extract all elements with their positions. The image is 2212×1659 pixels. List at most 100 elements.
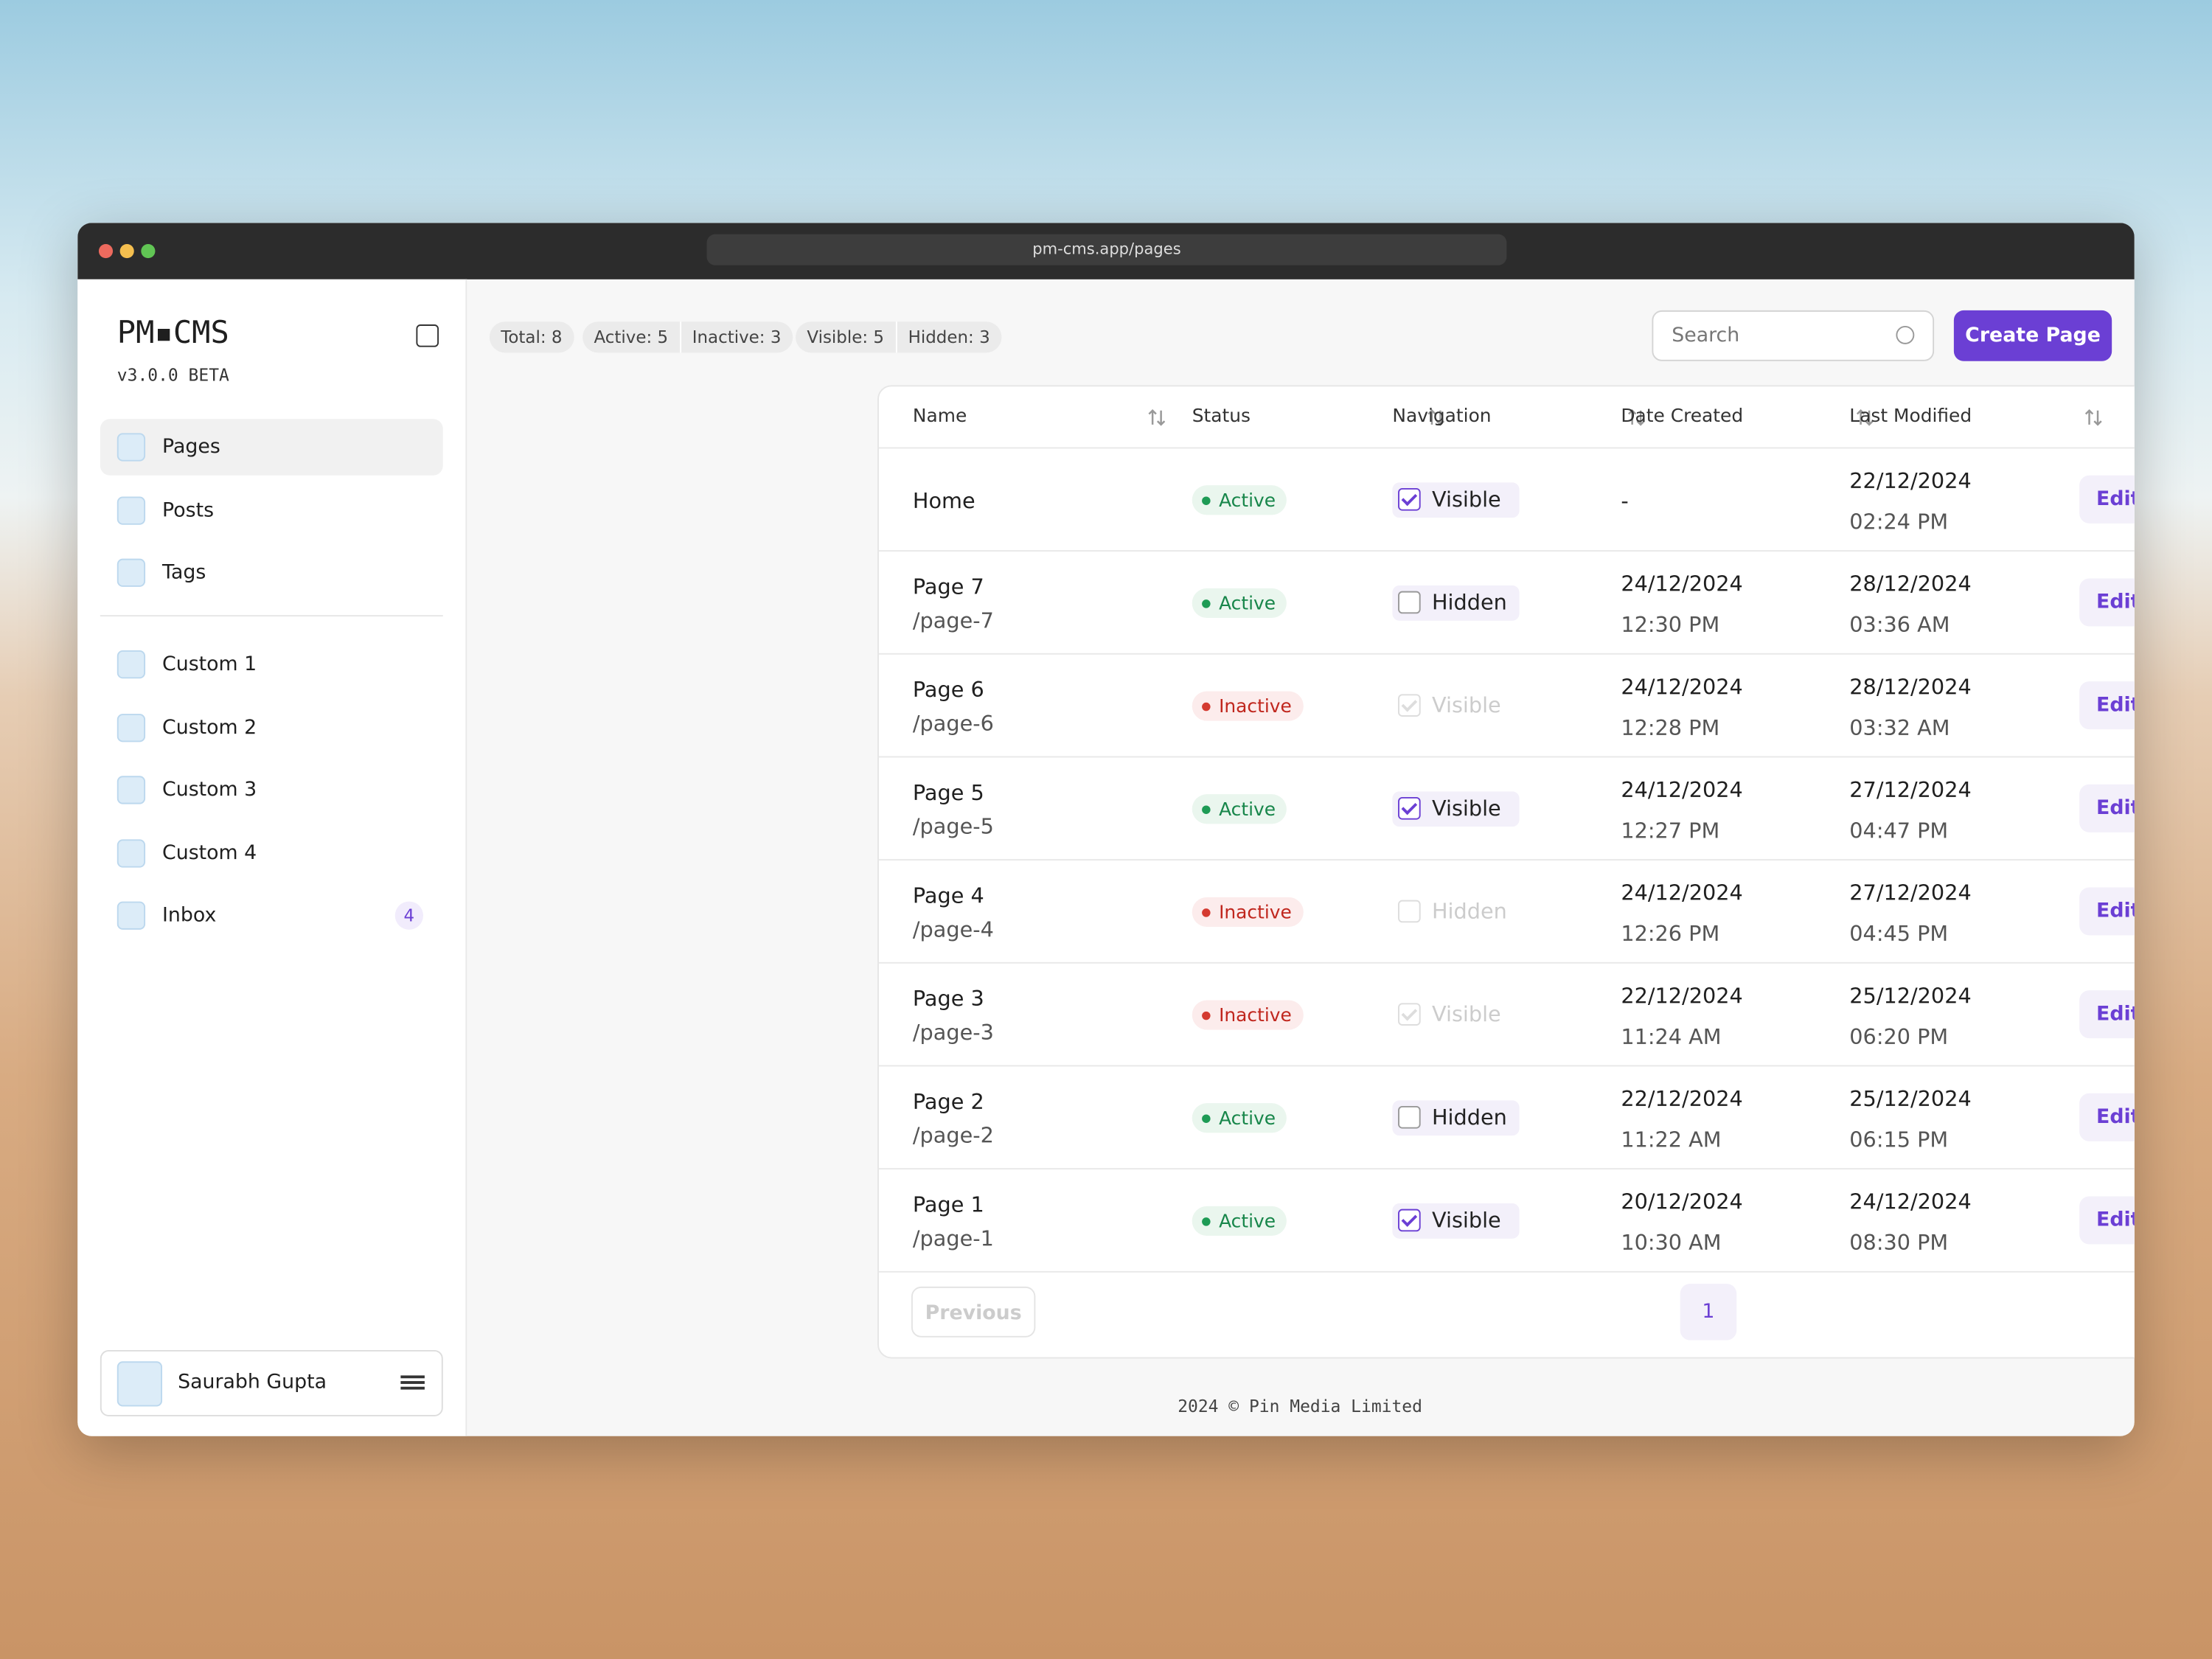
address-bar[interactable]	[706, 234, 1507, 265]
divider	[100, 615, 443, 617]
navigation-label: Hidden	[1431, 1105, 1507, 1130]
status-dot	[1202, 702, 1211, 712]
nav-icon	[116, 713, 146, 742]
created-date: 24/12/2024	[1621, 571, 1743, 597]
page-number[interactable]: 1	[1680, 1284, 1737, 1340]
menu-icon[interactable]	[400, 1375, 425, 1390]
nav-item[interactable]: Inbox 4	[100, 887, 443, 944]
status-dot	[1202, 496, 1211, 505]
modified-time: 02:24 PM	[1849, 509, 1949, 535]
create-page-button[interactable]: Create Page	[1953, 310, 2112, 361]
minimize-dot[interactable]	[119, 243, 134, 259]
modified-time: 03:36 AM	[1849, 612, 1950, 638]
modified-date: 28/12/2024	[1849, 571, 1972, 597]
modified-time: 06:20 PM	[1849, 1024, 1949, 1050]
navigation-toggle: Visible	[1392, 998, 1519, 1033]
navigation-label: Visible	[1431, 692, 1501, 718]
status-label: Active	[1219, 594, 1276, 616]
browser-window: pm-cms.app/pages PM▪CMS v3.0.0 BETA Saur…	[77, 223, 2135, 1436]
previous-button[interactable]: Previous	[911, 1286, 1036, 1338]
modified-date: 27/12/2024	[1849, 777, 1972, 803]
status-dot	[1202, 908, 1211, 917]
nav-item[interactable]: Pages	[100, 419, 443, 476]
url: pm-cms.app/pages	[1032, 240, 1181, 259]
checkmark	[1401, 1211, 1418, 1227]
status-label: Active	[1219, 1108, 1276, 1130]
status-dot	[1202, 599, 1211, 608]
nav-item[interactable]: Custom 2	[100, 699, 443, 756]
brand: PM▪CMS	[116, 316, 229, 352]
edit-button[interactable]: Edit	[2079, 1196, 2135, 1245]
nav-badge: 4	[394, 901, 423, 930]
created-date: -	[1621, 487, 1629, 514]
checkbox	[1398, 487, 1421, 511]
navigation-toggle[interactable]: Visible	[1392, 482, 1520, 518]
page-name: Page 5	[912, 780, 984, 806]
table-row: Page 1/page-1 Active Visible 20/12/2024 10:3…	[878, 1168, 2135, 1273]
navigation-label: Visible	[1431, 487, 1501, 512]
edit-button[interactable]: Edit	[2079, 784, 2135, 832]
checkbox	[1398, 796, 1421, 820]
created-time: 12:28 PM	[1621, 715, 1720, 741]
nav-icon	[116, 838, 146, 867]
edit-button[interactable]: Edit	[2079, 475, 2135, 524]
edit-button[interactable]: Edit	[2079, 1093, 2135, 1141]
status-dot	[1202, 1217, 1211, 1226]
navigation-toggle[interactable]: Visible	[1392, 791, 1520, 827]
checkbox	[1398, 694, 1421, 717]
nav-item[interactable]: Posts	[100, 481, 443, 538]
created-date: 24/12/2024	[1621, 674, 1743, 700]
zoom-dot[interactable]	[141, 243, 156, 259]
sort-icon[interactable]	[1627, 406, 1646, 433]
nav-item[interactable]: Custom 4	[100, 824, 443, 881]
navigation-toggle[interactable]: Hidden	[1392, 585, 1520, 621]
modified-date: 24/12/2024	[1849, 1189, 1972, 1215]
status-badge: Active	[1192, 794, 1287, 824]
table-row: Page 6/page-6 Inactive Visible 24/12/2024 12…	[878, 653, 2135, 758]
nav-item[interactable]: Custom 1	[100, 636, 443, 693]
created-time: 11:24 AM	[1621, 1024, 1722, 1050]
stat-pill: Visible: 5 Hidden: 3	[796, 321, 1002, 353]
sidebar-toggle[interactable]	[416, 324, 439, 347]
nav-item[interactable]: Tags	[100, 545, 443, 602]
edit-button[interactable]: Edit	[2079, 887, 2135, 936]
status-badge: Active	[1192, 485, 1287, 515]
page-path: /page-4	[912, 917, 994, 943]
modified-time: 03:32 AM	[1849, 715, 1950, 741]
search-placeholder: Search	[1672, 324, 1740, 347]
nav-label: Pages	[162, 436, 220, 459]
nav-item[interactable]: Custom 3	[100, 762, 443, 818]
table-row: Page 4/page-4 Inactive Hidden 24/12/2024 12:…	[878, 859, 2135, 964]
sort-icon[interactable]	[1147, 406, 1166, 433]
status-dot	[1202, 1114, 1211, 1123]
edit-button[interactable]: Edit	[2079, 578, 2135, 627]
sidebar: PM▪CMS v3.0.0 BETA Saurabh Gupta Pages Po…	[77, 279, 467, 1436]
created-time: 11:22 AM	[1621, 1127, 1722, 1153]
checkmark	[1401, 490, 1418, 507]
edit-button[interactable]: Edit	[2079, 681, 2135, 730]
page-name: Page 4	[912, 883, 984, 909]
sort-icon[interactable]	[2084, 406, 2104, 433]
status-label: Inactive	[1219, 1006, 1292, 1027]
modified-date: 28/12/2024	[1849, 674, 1972, 700]
sort-icon[interactable]	[1855, 406, 1875, 433]
navigation-toggle[interactable]: Hidden	[1392, 1100, 1520, 1136]
status-dot	[1202, 1011, 1211, 1020]
browser-toolbar: pm-cms.app/pages	[77, 223, 2135, 279]
column-header: Name	[912, 406, 967, 428]
close-dot[interactable]	[98, 243, 114, 259]
user-box[interactable]: Saurabh Gupta	[100, 1349, 443, 1416]
checkbox	[1398, 1003, 1421, 1026]
nav-label: Posts	[162, 498, 215, 521]
search-box[interactable]: Search	[1652, 310, 1935, 361]
navigation-toggle[interactable]: Visible	[1392, 1203, 1520, 1239]
footer: 2024 © Pin Media Limited	[1178, 1397, 1422, 1416]
stat-pill: Active: 5 Inactive: 3	[582, 321, 793, 353]
modified-date: 22/12/2024	[1849, 468, 1972, 494]
stat: Visible: 5	[807, 327, 885, 347]
nav-label: Custom 2	[162, 715, 257, 739]
sort-icon[interactable]	[1426, 406, 1446, 433]
edit-button[interactable]: Edit	[2079, 990, 2135, 1039]
